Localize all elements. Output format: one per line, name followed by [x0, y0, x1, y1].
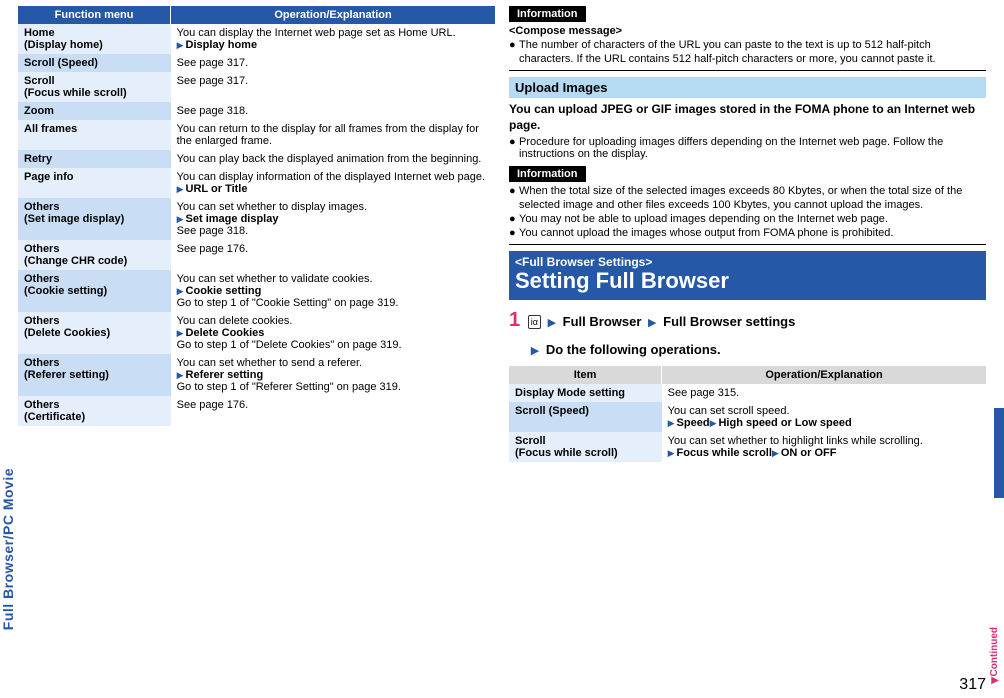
info-bullet-text: You cannot upload the images whose outpu…	[519, 227, 986, 241]
setting-title: Setting Full Browser	[515, 269, 980, 293]
info-bullet-text: The number of characters of the URL you …	[519, 39, 986, 67]
fmenu-body: You can display the Internet web page se…	[171, 24, 495, 54]
table-row: RetryYou can play back the displayed ani…	[18, 150, 495, 168]
bullet-dot-icon: ●	[509, 136, 519, 148]
step-piece: Do the following operations.	[546, 342, 721, 357]
information-body: ●When the total size of the selected ima…	[509, 185, 986, 245]
fmenu-body: See page 317.	[171, 72, 495, 102]
fmenu-body: You can return to the display for all fr…	[171, 120, 495, 150]
fmenu-label: Retry	[18, 150, 171, 168]
bullet-dot-icon: ●	[509, 213, 519, 227]
fmenu-body: See page 176.	[171, 240, 495, 270]
triangle-icon: ▶	[648, 317, 656, 329]
information-block-compose: Information <Compose message> ●The numbe…	[509, 6, 986, 71]
table-row: Scroll (Speed)You can set scroll speed.▶…	[509, 402, 986, 432]
i-alpha-icon: iα	[528, 315, 541, 329]
fmenu-label: Others(Delete Cookies)	[18, 312, 171, 354]
page: Function menu Operation/Explanation Home…	[0, 0, 1004, 468]
info-bullet: ●You may not be able to upload images de…	[509, 213, 986, 227]
item-label: Scroll(Focus while scroll)	[509, 432, 662, 462]
information-body: <Compose message> ●The number of charact…	[509, 25, 986, 71]
setting-full-browser-block: <Full Browser Settings> Setting Full Bro…	[509, 251, 986, 299]
table-row: Scroll(Focus while scroll)You can set wh…	[509, 432, 986, 462]
table-row: Others(Certificate)See page 176.	[18, 396, 495, 426]
table-row: Others(Cookie setting)You can set whethe…	[18, 270, 495, 312]
table-row: Page infoYou can display information of …	[18, 168, 495, 198]
table-row: Home(Display home)You can display the In…	[18, 24, 495, 54]
fmenu-body: You can set whether to validate cookies.…	[171, 270, 495, 312]
item-label: Display Mode setting	[509, 384, 662, 402]
setting-subtitle: <Full Browser Settings>	[515, 255, 980, 269]
side-blue-bar	[994, 408, 1004, 498]
table-row: Others(Delete Cookies)You can delete coo…	[18, 312, 495, 354]
step-row: 1 iα ▶ Full Browser ▶ Full Browser setti…	[509, 306, 986, 362]
fmenu-body: You can play back the displayed animatio…	[171, 150, 495, 168]
bullet-dot-icon: ●	[509, 185, 519, 199]
bullet-dot-icon: ●	[509, 227, 519, 241]
items-header-item: Item	[509, 366, 662, 384]
upload-images-header: Upload Images	[509, 77, 986, 98]
fmenu-label: Others(Certificate)	[18, 396, 171, 426]
fmenu-label: Zoom	[18, 102, 171, 120]
fmenu-label: Scroll(Focus while scroll)	[18, 72, 171, 102]
info-bullet: ●When the total size of the selected ima…	[509, 185, 986, 213]
table-row: Scroll(Focus while scroll)See page 317.	[18, 72, 495, 102]
fmenu-body: See page 318.	[171, 102, 495, 120]
info-bullet-text: When the total size of the selected imag…	[519, 185, 986, 213]
upload-bullet: ● Procedure for uploading images differs…	[509, 136, 986, 160]
item-body: See page 315.	[662, 384, 986, 402]
fmenu-header-operation: Operation/Explanation	[171, 6, 495, 24]
fmenu-body: You can delete cookies.▶Delete CookiesGo…	[171, 312, 495, 354]
triangle-icon: ▶	[531, 345, 539, 357]
fmenu-label: All frames	[18, 120, 171, 150]
upload-lead-text: You can upload JPEG or GIF images stored…	[509, 102, 986, 133]
info-bullet-text: You may not be able to upload images dep…	[519, 213, 986, 227]
table-row: Others(Set image display)You can set whe…	[18, 198, 495, 240]
table-row: Scroll (Speed)See page 317.	[18, 54, 495, 72]
function-menu-table: Function menu Operation/Explanation Home…	[18, 6, 495, 426]
items-table: Item Operation/Explanation Display Mode …	[509, 366, 986, 462]
table-row: ZoomSee page 318.	[18, 102, 495, 120]
triangle-icon: ▶	[548, 317, 556, 329]
compose-message-heading: <Compose message>	[509, 25, 986, 39]
fmenu-body: You can set whether to send a referer.▶R…	[171, 354, 495, 396]
page-number: 317	[959, 676, 986, 694]
fmenu-body: You can display information of the displ…	[171, 168, 495, 198]
information-tab: Information	[509, 166, 586, 182]
step-piece: Full Browser settings	[663, 314, 795, 329]
table-row: Display Mode settingSee page 315.	[509, 384, 986, 402]
table-row: Others(Referer setting)You can set wheth…	[18, 354, 495, 396]
items-header-operation: Operation/Explanation	[662, 366, 986, 384]
continued-arrow-icon: ▶	[991, 675, 999, 686]
bullet-dot-icon: ●	[509, 39, 519, 53]
fmenu-label: Others(Referer setting)	[18, 354, 171, 396]
step-piece: Full Browser	[563, 314, 642, 329]
fmenu-label: Others(Cookie setting)	[18, 270, 171, 312]
fmenu-label: Others(Set image display)	[18, 198, 171, 240]
fmenu-body: You can set whether to display images.▶S…	[171, 198, 495, 240]
left-column: Function menu Operation/Explanation Home…	[18, 6, 495, 462]
table-row: All framesYou can return to the display …	[18, 120, 495, 150]
step-number: 1	[509, 309, 520, 331]
table-row: Others(Change CHR code)See page 176.	[18, 240, 495, 270]
fmenu-header-function: Function menu	[18, 6, 171, 24]
upload-bullet-text: Procedure for uploading images differs d…	[519, 136, 986, 160]
fmenu-label: Page info	[18, 168, 171, 198]
fmenu-label: Others(Change CHR code)	[18, 240, 171, 270]
item-body: You can set whether to highlight links w…	[662, 432, 986, 462]
fmenu-body: See page 176.	[171, 396, 495, 426]
right-column: Information <Compose message> ●The numbe…	[509, 6, 986, 462]
side-section-label: Full Browser/PC Movie	[0, 468, 16, 630]
item-label: Scroll (Speed)	[509, 402, 662, 432]
info-bullet: ●The number of characters of the URL you…	[509, 39, 986, 67]
info-bullet: ●You cannot upload the images whose outp…	[509, 227, 986, 241]
continued-label: Continued	[989, 627, 1000, 676]
information-tab: Information	[509, 6, 586, 22]
fmenu-body: See page 317.	[171, 54, 495, 72]
item-body: You can set scroll speed.▶Speed▶High spe…	[662, 402, 986, 432]
fmenu-label: Scroll (Speed)	[18, 54, 171, 72]
fmenu-label: Home(Display home)	[18, 24, 171, 54]
information-block-upload: Information ●When the total size of the …	[509, 166, 986, 245]
